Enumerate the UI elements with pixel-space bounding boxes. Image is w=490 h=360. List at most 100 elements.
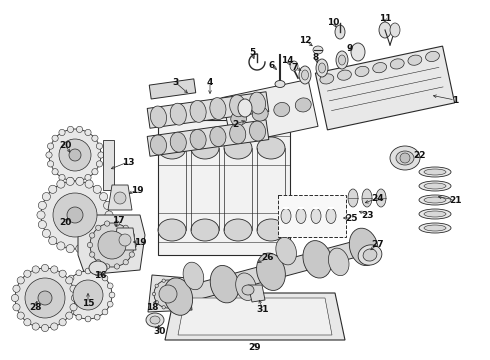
- Ellipse shape: [358, 245, 382, 265]
- Circle shape: [76, 177, 84, 185]
- Polygon shape: [78, 215, 145, 275]
- Ellipse shape: [362, 189, 372, 207]
- Ellipse shape: [363, 249, 377, 261]
- Circle shape: [70, 304, 77, 311]
- Ellipse shape: [158, 137, 186, 159]
- Polygon shape: [149, 79, 196, 99]
- Circle shape: [123, 225, 128, 230]
- Ellipse shape: [311, 208, 321, 224]
- Circle shape: [50, 323, 58, 330]
- Circle shape: [25, 278, 65, 318]
- Ellipse shape: [320, 74, 334, 84]
- Circle shape: [59, 129, 65, 136]
- Circle shape: [123, 260, 128, 265]
- Ellipse shape: [419, 167, 451, 177]
- Circle shape: [102, 309, 108, 315]
- Text: 8: 8: [313, 53, 319, 62]
- Circle shape: [38, 201, 47, 210]
- Text: 17: 17: [112, 216, 124, 225]
- Polygon shape: [147, 120, 269, 156]
- Circle shape: [76, 126, 83, 132]
- Circle shape: [32, 266, 39, 273]
- Ellipse shape: [89, 261, 107, 275]
- Text: 5: 5: [249, 48, 255, 57]
- Ellipse shape: [236, 273, 256, 301]
- Ellipse shape: [164, 278, 193, 315]
- Ellipse shape: [257, 253, 285, 291]
- Circle shape: [63, 283, 69, 289]
- Text: 27: 27: [372, 239, 384, 248]
- Ellipse shape: [379, 22, 391, 38]
- Circle shape: [72, 294, 78, 302]
- Circle shape: [41, 181, 109, 249]
- Ellipse shape: [290, 61, 298, 71]
- Circle shape: [66, 177, 74, 185]
- Ellipse shape: [348, 189, 358, 207]
- Ellipse shape: [425, 51, 440, 62]
- Circle shape: [67, 207, 83, 223]
- Polygon shape: [157, 237, 373, 310]
- Circle shape: [93, 185, 101, 193]
- Text: 31: 31: [257, 306, 269, 315]
- Text: 4: 4: [207, 77, 213, 86]
- Circle shape: [97, 143, 102, 149]
- Circle shape: [85, 129, 91, 136]
- Text: 19: 19: [131, 185, 143, 194]
- Circle shape: [400, 153, 410, 163]
- Text: 22: 22: [414, 150, 426, 159]
- Circle shape: [67, 177, 74, 184]
- Polygon shape: [148, 275, 192, 312]
- Ellipse shape: [373, 63, 387, 73]
- Ellipse shape: [146, 313, 164, 327]
- Ellipse shape: [230, 95, 246, 117]
- Circle shape: [70, 285, 77, 292]
- Circle shape: [17, 312, 24, 319]
- Circle shape: [96, 260, 101, 265]
- Circle shape: [114, 221, 120, 226]
- Ellipse shape: [299, 66, 311, 84]
- Ellipse shape: [230, 124, 246, 144]
- Circle shape: [90, 223, 134, 267]
- Circle shape: [85, 268, 91, 274]
- Polygon shape: [114, 228, 136, 250]
- Circle shape: [24, 270, 31, 277]
- Circle shape: [66, 312, 73, 319]
- Ellipse shape: [351, 43, 365, 61]
- Circle shape: [41, 264, 49, 271]
- Polygon shape: [316, 46, 455, 130]
- Circle shape: [59, 139, 91, 171]
- Circle shape: [159, 285, 177, 303]
- Circle shape: [98, 152, 104, 158]
- Ellipse shape: [150, 135, 167, 155]
- Circle shape: [13, 304, 20, 311]
- Circle shape: [53, 193, 97, 237]
- Circle shape: [99, 193, 108, 201]
- Circle shape: [57, 180, 65, 188]
- Circle shape: [94, 314, 100, 320]
- Ellipse shape: [275, 81, 285, 87]
- Circle shape: [50, 266, 58, 273]
- Circle shape: [85, 174, 91, 181]
- Circle shape: [155, 284, 158, 287]
- Circle shape: [66, 244, 74, 253]
- Circle shape: [92, 135, 98, 141]
- Ellipse shape: [191, 219, 219, 241]
- Ellipse shape: [170, 103, 186, 125]
- Polygon shape: [108, 185, 132, 210]
- Polygon shape: [178, 298, 332, 335]
- Ellipse shape: [336, 51, 348, 69]
- Circle shape: [52, 168, 58, 175]
- Circle shape: [85, 242, 93, 250]
- Text: 21: 21: [449, 195, 461, 204]
- Text: 2: 2: [232, 120, 238, 129]
- Ellipse shape: [424, 183, 446, 189]
- Circle shape: [38, 220, 47, 229]
- Ellipse shape: [210, 127, 226, 147]
- Circle shape: [49, 185, 57, 193]
- Circle shape: [99, 229, 108, 238]
- Circle shape: [24, 319, 31, 326]
- Circle shape: [11, 294, 19, 302]
- Circle shape: [162, 279, 165, 282]
- Circle shape: [49, 129, 101, 181]
- Ellipse shape: [313, 46, 323, 54]
